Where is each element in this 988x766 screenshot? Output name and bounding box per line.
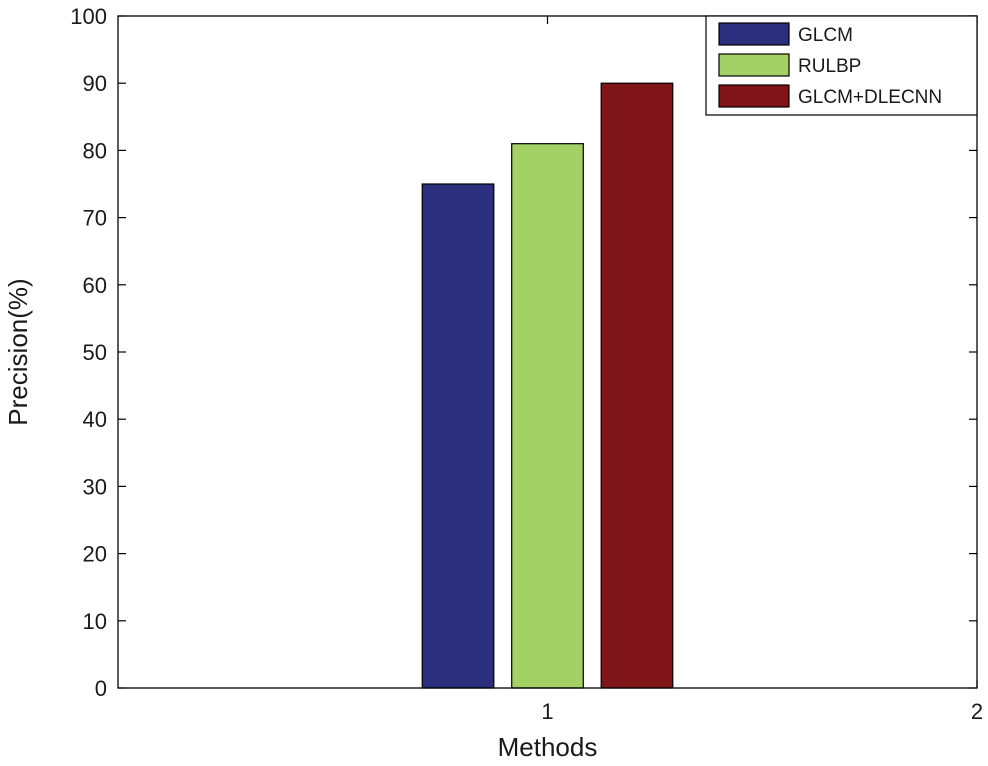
y-tick-label: 30	[83, 474, 107, 499]
y-tick-label: 0	[95, 676, 107, 701]
y-tick-label: 100	[70, 4, 107, 29]
bar-rulbp	[511, 143, 584, 689]
plot-area-frame	[117, 15, 978, 689]
y-tick-label: 10	[83, 609, 107, 634]
legend-swatch	[718, 53, 790, 77]
legend: GLCM RULBP GLCM+DLECNN	[705, 15, 978, 116]
tick-labels-layer: 0 10 20 30 40 50 60 70 80 90 100 1 2	[70, 4, 983, 724]
legend-swatch	[718, 84, 790, 108]
y-tick-label: 80	[83, 138, 107, 163]
y-tick-label: 60	[83, 273, 107, 298]
x-tick-label: 2	[971, 699, 983, 724]
y-tick-label: 50	[83, 340, 107, 365]
y-tick-label: 40	[83, 407, 107, 432]
legend-label: RULBP	[798, 56, 861, 77]
legend-label: GLCM	[798, 25, 853, 46]
y-tick-label: 20	[83, 542, 107, 567]
legend-label: GLCM+DLECNN	[798, 87, 942, 108]
y-axis-title: Precision(%)	[3, 278, 33, 425]
x-axis-title: Methods	[498, 732, 598, 762]
bar-glcm-dlecnn	[600, 82, 674, 689]
bars-layer	[421, 82, 674, 689]
bar-glcm	[421, 183, 495, 689]
y-tick-label: 70	[83, 206, 107, 231]
y-tick-label: 90	[83, 71, 107, 96]
legend-swatch	[718, 22, 790, 46]
x-tick-label: 1	[541, 699, 553, 724]
